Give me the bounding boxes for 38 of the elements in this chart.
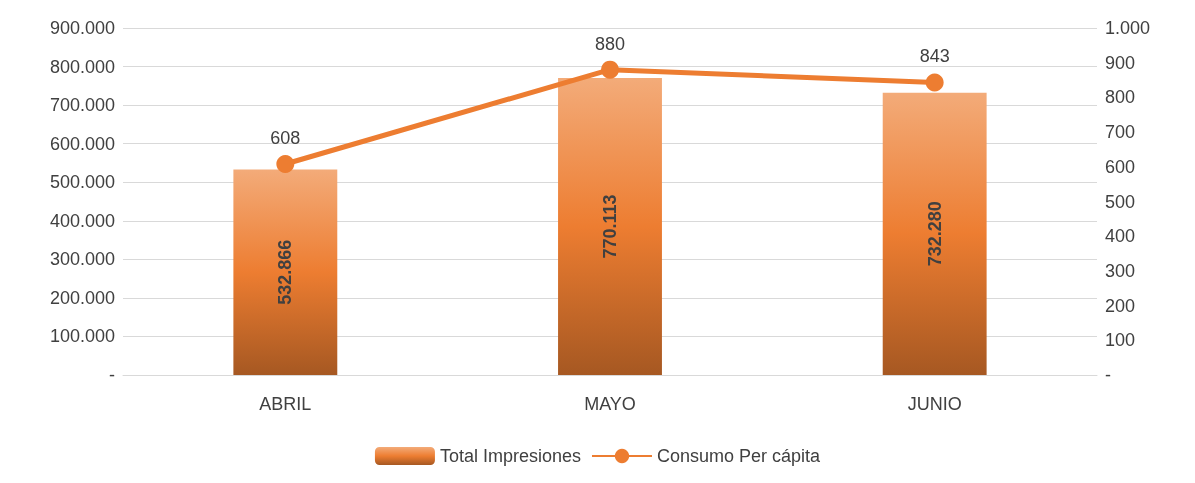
bar	[233, 169, 338, 375]
data-label: 532.866	[275, 239, 296, 305]
y2-tick-label: 600	[1105, 156, 1136, 177]
data-label: 880	[594, 33, 626, 54]
x-tick-label: MAYO	[584, 394, 636, 414]
y2-tick-label: 400	[1105, 226, 1136, 247]
data-label: 843	[919, 46, 950, 67]
y2-tick-label: 900	[1105, 52, 1136, 73]
data-label: 770.113	[600, 194, 620, 259]
y-tick-label: 900.000	[49, 18, 115, 38]
y-tick-label: 700.000	[49, 95, 115, 116]
legend-label: Total Impresiones	[439, 446, 582, 466]
y-tick-label: 200.000	[49, 287, 115, 308]
y2-tick-label: 100	[1105, 330, 1136, 351]
y-tick-label: 300.000	[49, 249, 115, 270]
y2-tick-label: 300	[1105, 260, 1136, 281]
y2-tick-label: -	[1105, 365, 1111, 385]
point	[925, 73, 944, 92]
point	[276, 155, 295, 174]
y2-tick-label: 1.000	[1105, 18, 1151, 38]
y2-tick-label: 500	[1105, 191, 1136, 212]
point	[601, 60, 619, 79]
bar	[558, 78, 662, 375]
data-label: 608	[270, 128, 301, 149]
y-tick-label: 400.000	[49, 210, 115, 231]
y2-tick-label: 800	[1105, 87, 1136, 108]
y2-tick-label: 200	[1105, 295, 1136, 316]
x-tick-label: ABRIL	[259, 394, 312, 414]
data-label: 732.280	[924, 201, 945, 267]
y-tick-label: 600.000	[49, 133, 115, 154]
bar	[882, 92, 987, 375]
y-tick-label: -	[109, 365, 115, 385]
legend-label: Consumo Per cápita	[656, 446, 822, 466]
y-tick-label: 100.000	[49, 326, 115, 347]
y-tick-label: 800.000	[49, 56, 115, 77]
y2-tick-label: 700	[1105, 122, 1136, 143]
y-tick-label: 500.000	[49, 172, 115, 193]
x-tick-label: JUNIO	[907, 394, 962, 414]
